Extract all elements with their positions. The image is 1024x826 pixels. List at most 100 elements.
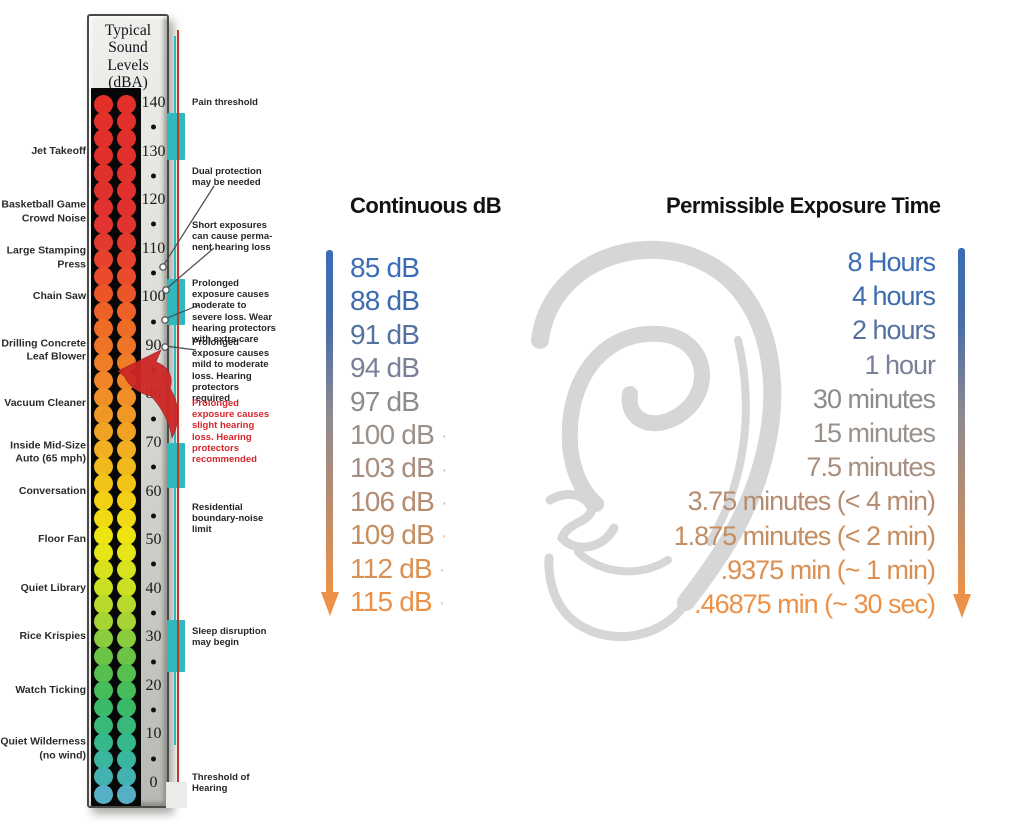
level-dot bbox=[117, 129, 136, 148]
level-dot bbox=[117, 698, 136, 718]
level-dot bbox=[94, 146, 113, 166]
level-dot bbox=[94, 215, 113, 235]
db-tick-label: 70 bbox=[145, 434, 162, 451]
level-dot bbox=[117, 474, 136, 493]
source-label: Jet Takeoff bbox=[31, 144, 86, 157]
level-dot bbox=[94, 284, 113, 304]
db-tick-dot bbox=[151, 173, 156, 179]
level-dot bbox=[117, 715, 136, 735]
leader-dot: · bbox=[438, 558, 446, 581]
level-dot bbox=[94, 198, 113, 217]
range-marker bbox=[167, 620, 185, 672]
scale-title-line: Sound bbox=[108, 39, 148, 57]
level-dot bbox=[117, 439, 136, 459]
level-dot bbox=[94, 750, 113, 769]
level-dot bbox=[94, 129, 113, 148]
leader-dot: · bbox=[440, 458, 448, 481]
continuous-db-list: 85 dB 88 dB 91 dB 94 dB 97 dB 100 dB · 103 dB · 1… bbox=[350, 251, 550, 619]
continuous-gradient-arrowhead bbox=[320, 592, 339, 616]
level-dot bbox=[94, 267, 113, 286]
level-dot bbox=[94, 663, 113, 683]
level-dot bbox=[117, 318, 136, 338]
level-dot bbox=[117, 215, 136, 235]
level-dot bbox=[117, 301, 136, 321]
level-dot bbox=[94, 715, 113, 735]
level-dot bbox=[94, 474, 113, 493]
level-dot bbox=[117, 163, 136, 183]
level-dot bbox=[117, 508, 136, 528]
guide-line-red bbox=[176, 30, 179, 790]
level-dot bbox=[117, 111, 136, 131]
level-dot bbox=[94, 784, 113, 804]
level-dot bbox=[117, 267, 136, 286]
leader-dot: · bbox=[440, 491, 448, 514]
db-tick-dot bbox=[151, 513, 156, 519]
db-tick-dot bbox=[151, 416, 156, 422]
level-dot bbox=[94, 508, 113, 528]
hazard-annotation: Threshold of Hearing bbox=[192, 772, 250, 795]
level-dot bbox=[117, 353, 136, 373]
scale-title-line: Levels bbox=[107, 56, 149, 74]
level-dot bbox=[94, 405, 113, 424]
continuous-db-row: 115 dB · bbox=[350, 586, 446, 617]
level-dot bbox=[94, 249, 113, 269]
level-dot bbox=[94, 180, 113, 200]
db-tick-label: 60 bbox=[145, 482, 162, 500]
db-tick-label: 0 bbox=[149, 774, 158, 791]
level-dot bbox=[117, 525, 136, 545]
hazard-annotation: Short exposures can cause perma-nent hea… bbox=[192, 220, 273, 254]
level-dot bbox=[117, 732, 136, 752]
exposure-time-row: 30 minutes bbox=[812, 383, 936, 414]
exposure-time-row: 8 Hours bbox=[847, 247, 936, 277]
source-label: Vacuum Cleaner bbox=[4, 397, 86, 410]
db-tick-dot bbox=[151, 221, 156, 227]
level-dot bbox=[94, 353, 113, 373]
level-dot bbox=[117, 784, 136, 804]
db-tick-dot bbox=[151, 561, 156, 567]
exposure-time-row: 3.75 minutes (< 4 min) bbox=[687, 486, 936, 517]
level-dot bbox=[117, 681, 136, 700]
scale-title-line: Typical bbox=[104, 22, 152, 39]
continuous-gradient-arrow bbox=[326, 250, 333, 593]
leader-dot: · bbox=[438, 592, 446, 615]
level-dot bbox=[117, 612, 136, 631]
continuous-db-row: 94 dB bbox=[350, 352, 420, 384]
scale-title: Typical Sound Levels (dBA) bbox=[87, 22, 169, 91]
level-dot bbox=[94, 577, 113, 597]
level-dot bbox=[117, 94, 136, 114]
db-tick-dot bbox=[151, 319, 156, 325]
level-dot bbox=[94, 163, 113, 183]
continuous-db-row: 97 dB bbox=[350, 385, 420, 417]
hazard-annotation: Prolonged exposure causes slight hearing… bbox=[192, 398, 270, 466]
level-dot bbox=[94, 491, 113, 511]
level-dot bbox=[94, 698, 113, 718]
db-tick-dot bbox=[151, 464, 156, 470]
db-tick-label: 10 bbox=[145, 725, 162, 743]
level-dot bbox=[94, 422, 113, 442]
level-dot bbox=[117, 180, 136, 200]
ear-illustration-icon bbox=[531, 240, 782, 642]
continuous-db-row: 106 dB · bbox=[350, 485, 448, 517]
db-tick-label: 50 bbox=[145, 531, 162, 549]
db-tick-dot bbox=[151, 659, 156, 665]
db-tick-label: 120 bbox=[141, 191, 166, 209]
level-dot bbox=[117, 387, 136, 407]
exposure-gradient-arrowhead bbox=[952, 594, 971, 618]
exposure-time-row: .46875 min (~ 30 sec) bbox=[694, 589, 936, 619]
db-tick-label: 100 bbox=[141, 288, 166, 306]
level-dot bbox=[117, 336, 136, 355]
leader-dot: · bbox=[440, 425, 448, 448]
db-tick-label: 140 bbox=[141, 94, 166, 111]
level-dot bbox=[94, 111, 113, 131]
level-dot bbox=[117, 370, 136, 390]
source-label: Drilling Concrete Leaf Blower bbox=[1, 337, 86, 363]
level-dot bbox=[94, 94, 113, 114]
level-dot bbox=[94, 560, 113, 580]
level-dot bbox=[94, 439, 113, 459]
level-dot bbox=[117, 646, 136, 666]
db-tick-dot bbox=[151, 367, 156, 373]
level-dot bbox=[117, 198, 136, 217]
continuous-db-row: 91 dB bbox=[350, 318, 420, 350]
source-label: Chain Saw bbox=[32, 290, 86, 303]
level-dot bbox=[117, 456, 136, 476]
